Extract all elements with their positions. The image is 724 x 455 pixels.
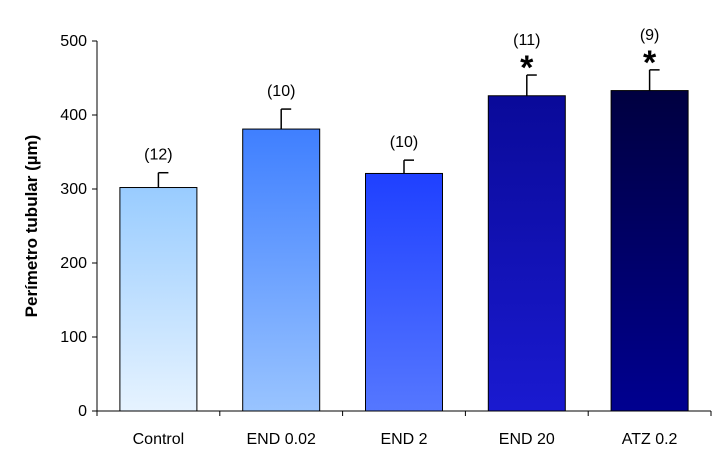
y-axis-label: Perímetro tubular (µm) xyxy=(22,135,41,318)
sample-size-label: (9) xyxy=(640,27,660,44)
y-tick-label: 100 xyxy=(60,329,87,346)
sample-size-label: (12) xyxy=(144,147,172,164)
bar-5 xyxy=(610,90,689,412)
x-tick-label: END 0.02 xyxy=(247,431,316,448)
bar-1 xyxy=(119,187,198,412)
bar-4 xyxy=(487,95,566,412)
plot-area: 0 100 200 300 400 500 Control (12) END 0.02 (10) E… xyxy=(60,27,712,448)
significance-star: * xyxy=(520,49,534,87)
x-tick-label: Control xyxy=(133,431,185,448)
sample-size-label: (11) xyxy=(513,32,540,49)
y-tick-label: 0 xyxy=(78,403,87,420)
x-tick-label: END 2 xyxy=(380,431,427,448)
bar-3 xyxy=(365,172,443,412)
y-tick-label: 300 xyxy=(60,181,87,198)
sample-size-label: (10) xyxy=(267,83,295,100)
sample-size-label: (10) xyxy=(390,134,418,151)
y-tick-label: 500 xyxy=(60,33,87,50)
y-tick-label: 400 xyxy=(60,107,87,124)
x-tick-label: END 20 xyxy=(499,431,555,448)
x-tick-label: ATZ 0.2 xyxy=(622,431,678,448)
significance-star: * xyxy=(643,44,657,82)
bar-2 xyxy=(242,128,321,412)
y-tick-label: 200 xyxy=(60,255,87,272)
